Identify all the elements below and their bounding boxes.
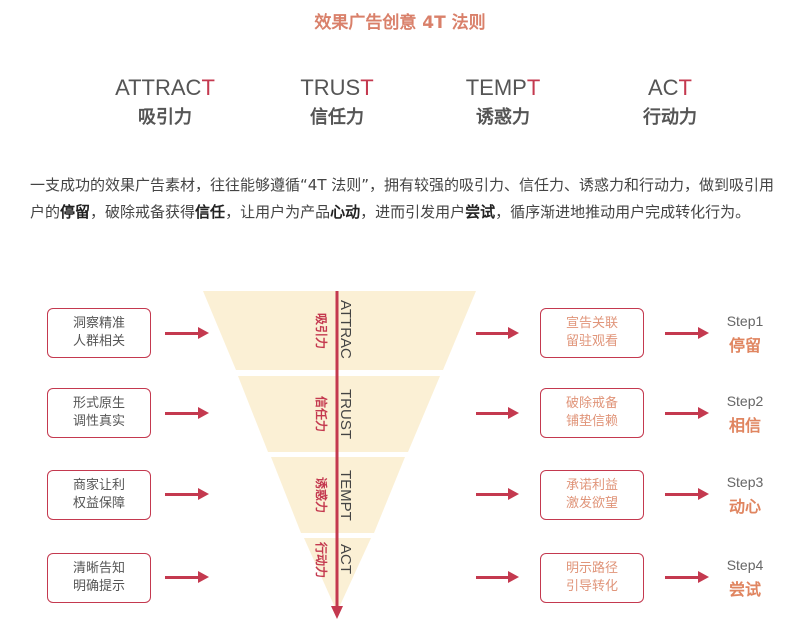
arrow-right-icon <box>665 407 709 419</box>
arrow-right-icon <box>165 571 209 583</box>
arrow-right-icon <box>665 488 709 500</box>
right-box: 破除戒备 铺垫信赖 <box>540 388 644 438</box>
step-2: Step2 相信 <box>726 393 764 435</box>
funnel-label-en-tempt: TEMPT <box>337 470 354 521</box>
step-1: Step1 停留 <box>726 313 764 355</box>
right-box: 宣告关联 留驻观看 <box>540 308 644 358</box>
arrow-right-icon <box>665 327 709 339</box>
intro-paragraph: 一支成功的效果广告素材，往往能够遵循“4T 法则”，拥有较强的吸引力、信任力、诱… <box>30 176 775 221</box>
funnel-label-en-act: ACT <box>337 544 354 574</box>
arrow-right-icon <box>665 571 709 583</box>
left-box: 清晰告知 明确提示 <box>47 553 151 603</box>
arrow-right-icon <box>165 327 209 339</box>
pillar-trust: TRUST 信任力 <box>300 75 374 128</box>
left-box: 商家让利 权益保障 <box>47 470 151 520</box>
page-title: 效果广告创意 4T 法则 <box>314 13 486 33</box>
step-3: Step3 动心 <box>726 474 764 516</box>
funnel-label-zh-tempt: 诱惑力 <box>314 477 328 514</box>
right-box: 承诺利益 激发欲望 <box>540 470 644 520</box>
step-4: Step4 尝试 <box>726 557 764 599</box>
left-box: 洞察精准 人群相关 <box>47 308 151 358</box>
arrow-right-icon <box>476 407 519 419</box>
funnel-label-en-trust: TRUST <box>337 389 354 439</box>
arrow-right-icon <box>476 571 519 583</box>
arrow-right-icon <box>165 488 209 500</box>
pillar-attract: ATTRACT 吸引力 <box>115 75 215 128</box>
arrow-right-icon <box>476 327 519 339</box>
arrow-right-icon <box>476 488 519 500</box>
funnel-label-zh-trust: 信任力 <box>314 396 328 433</box>
pillar-act: ACT 行动力 <box>643 75 697 128</box>
arrow-right-icon <box>165 407 209 419</box>
right-box: 明示路径 引导转化 <box>540 553 644 603</box>
left-box: 形式原生 调性真实 <box>47 388 151 438</box>
funnel-label-zh-attract: 吸引力 <box>314 313 328 350</box>
funnel-segment-attract <box>203 291 476 370</box>
funnel-label-en-attract: ATTRAC <box>337 300 354 359</box>
funnel-arrow-head <box>331 606 343 619</box>
pillar-tempt: TEMPT 诱惑力 <box>465 75 541 128</box>
funnel-label-zh-act: 行动力 <box>314 542 328 579</box>
funnel-segment-trust <box>238 376 440 452</box>
